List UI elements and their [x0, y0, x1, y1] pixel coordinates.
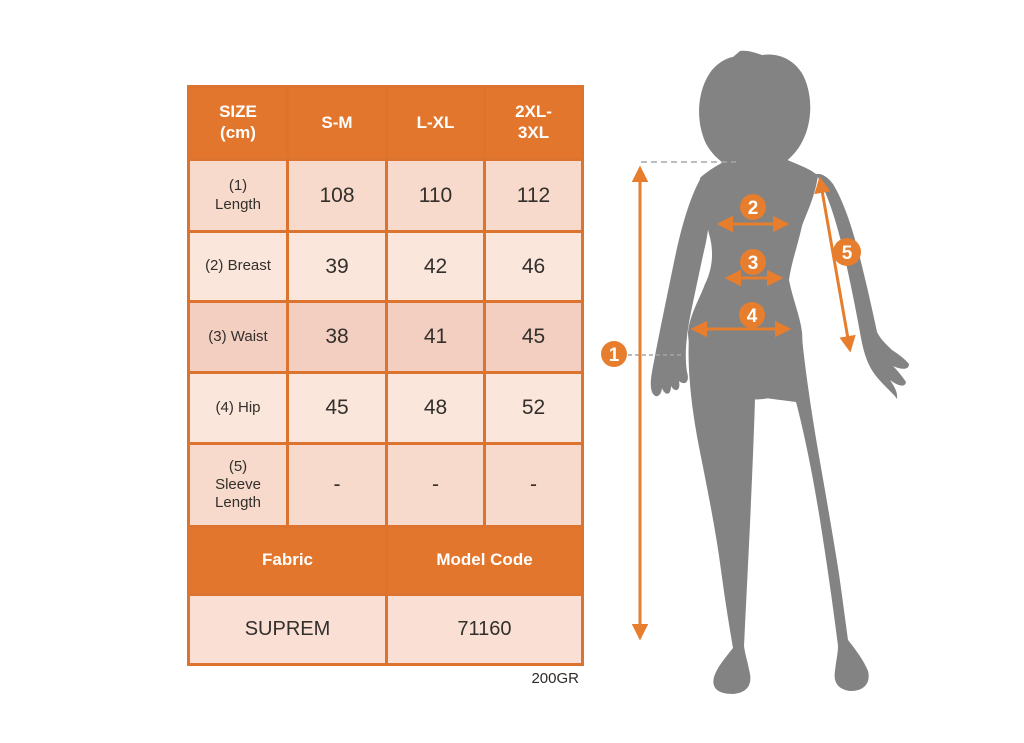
fabric-header: Fabric	[187, 525, 388, 596]
hip-value-lxl: 48	[385, 371, 486, 445]
length-value-sm: 108	[286, 158, 388, 233]
table-row-breast: (2) Breast 39 42 46	[187, 230, 584, 303]
row-label-hip: (4) Hip	[187, 371, 289, 445]
breast-value-2xl3xl: 46	[483, 230, 584, 303]
waist-value-2xl3xl: 45	[483, 300, 584, 374]
marker-label-1: 1	[609, 345, 620, 366]
marker-circle-5	[833, 238, 861, 266]
sleeve-value-2xl3xl: -	[483, 442, 584, 528]
measurement-arrows	[631, 165, 856, 641]
table-row-length: (1) Length 108 110 112	[187, 158, 584, 233]
sleeve-arrow	[814, 176, 856, 353]
marker-label-4: 4	[747, 306, 758, 327]
waist-value-lxl: 41	[385, 300, 486, 374]
header-l-xl: L-XL	[385, 85, 486, 161]
table-row-hip: (4) Hip 45 48 52	[187, 371, 584, 445]
table-row-waist: (3) Waist 38 41 45	[187, 300, 584, 374]
hip-value-2xl3xl: 52	[483, 371, 584, 445]
row-label-length: (1) Length	[187, 158, 289, 233]
fabric-value: SUPREM	[187, 593, 388, 666]
sleeve-value-lxl: -	[385, 442, 486, 528]
row-label-sleeve-length: (5) Sleeve Length	[187, 442, 289, 528]
table-header-row: SIZE (cm) S-M L-XL 2XL- 3XL	[187, 85, 584, 161]
table-row-sleeve-length: (5) Sleeve Length - - -	[187, 442, 584, 528]
marker-circle-1	[601, 341, 627, 367]
length-value-lxl: 110	[385, 158, 486, 233]
marker-circle-3	[740, 249, 766, 275]
model-code-header: Model Code	[385, 525, 584, 596]
row-label-waist: (3) Waist	[187, 300, 289, 374]
sleeve-value-sm: -	[286, 442, 388, 528]
waist-value-sm: 38	[286, 300, 388, 374]
header-s-m: S-M	[286, 85, 388, 161]
model-code-value: 71160	[385, 593, 584, 666]
marker-label-2: 2	[748, 198, 759, 219]
size-chart-table: SIZE (cm) S-M L-XL 2XL- 3XL (1) Length 1…	[187, 85, 584, 666]
marker-label-5: 5	[842, 243, 853, 264]
weight-footnote: 200GR	[531, 670, 579, 687]
header-2xl-3xl: 2XL- 3XL	[483, 85, 584, 161]
marker-circle-2	[740, 194, 766, 220]
hip-value-sm: 45	[286, 371, 388, 445]
marker-label-3: 3	[748, 253, 759, 274]
body-silhouette-icon	[650, 50, 909, 694]
breast-value-sm: 39	[286, 230, 388, 303]
fabric-modelcode-value-row: SUPREM 71160	[187, 593, 584, 666]
row-label-breast: (2) Breast	[187, 230, 289, 303]
marker-circle-4	[739, 302, 765, 328]
fabric-modelcode-header-row: Fabric Model Code	[187, 525, 584, 596]
marker-badges: 1 2 3 4 5	[601, 194, 861, 367]
length-value-2xl3xl: 112	[483, 158, 584, 233]
header-size-cm: SIZE (cm)	[187, 85, 289, 161]
breast-value-lxl: 42	[385, 230, 486, 303]
measurement-figure: 1 2 3 4 5	[560, 40, 960, 710]
